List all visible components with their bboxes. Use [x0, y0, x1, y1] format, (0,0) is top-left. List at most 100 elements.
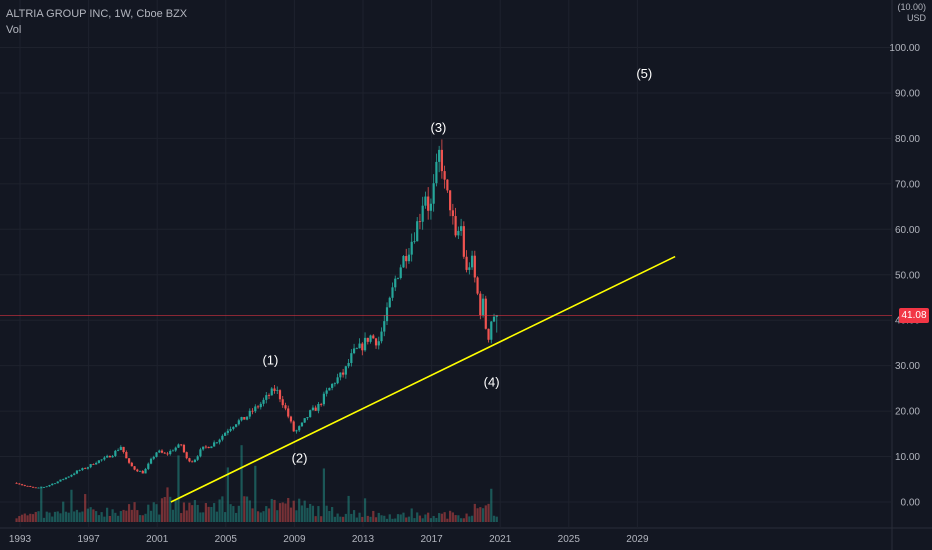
- volume-bar: [446, 518, 449, 522]
- x-tick-label: 1997: [77, 534, 100, 545]
- wave-label[interactable]: (3): [431, 120, 447, 135]
- candle-body: [490, 321, 493, 340]
- x-tick-label: 2005: [215, 534, 238, 545]
- candle-body: [424, 196, 427, 206]
- candle-body: [20, 484, 24, 486]
- volume-bar: [289, 507, 293, 522]
- volume-bar: [309, 503, 312, 522]
- volume-bar: [363, 498, 367, 522]
- candle-body: [443, 171, 446, 180]
- volume-bar: [119, 511, 122, 522]
- y-tick-label: 0.00: [901, 498, 921, 509]
- volume-bar: [138, 515, 142, 522]
- y-tick-label: 50.00: [895, 270, 920, 281]
- volume-bar: [166, 487, 169, 522]
- volume-bar: [23, 513, 26, 522]
- candle-body: [100, 459, 103, 461]
- candle-body: [111, 455, 114, 458]
- volume-bar: [37, 511, 40, 522]
- volume-bar: [240, 445, 243, 522]
- volume-bar: [405, 517, 408, 522]
- volume-bar: [78, 512, 81, 522]
- y-tick-label: 80.00: [895, 134, 920, 145]
- volume-bar: [314, 516, 317, 522]
- volume-bar: [45, 511, 48, 522]
- volume-bar: [237, 505, 240, 522]
- candle-body: [416, 221, 419, 242]
- candle-body: [232, 426, 235, 429]
- candle-body: [48, 485, 51, 487]
- wave-label[interactable]: (5): [636, 66, 652, 81]
- candle-body: [278, 390, 282, 400]
- currency-indicator[interactable]: (10.00) USD: [897, 2, 926, 24]
- volume-bar: [325, 505, 328, 522]
- candle-body: [372, 335, 375, 339]
- volume-bar: [133, 502, 136, 522]
- candle-body: [292, 421, 295, 432]
- candle-body: [377, 341, 380, 346]
- candle-body: [399, 267, 402, 278]
- trendline[interactable]: [170, 255, 676, 503]
- volume-bar: [221, 496, 224, 522]
- candle-body: [339, 372, 342, 378]
- candle-body: [251, 410, 254, 412]
- candle-body: [259, 403, 262, 408]
- volume-bar: [333, 516, 336, 522]
- candle-body: [454, 216, 457, 236]
- candle-body: [26, 485, 29, 487]
- candle-body: [108, 455, 111, 458]
- volume-bar: [125, 510, 128, 522]
- wave-label[interactable]: (1): [262, 353, 278, 368]
- candle-body: [465, 256, 468, 270]
- wave-label[interactable]: (2): [292, 450, 308, 465]
- volume-bar: [385, 518, 389, 522]
- volume-bar: [84, 494, 87, 522]
- candle-body: [213, 442, 216, 447]
- volume-bar: [438, 513, 441, 522]
- candle-body: [122, 446, 125, 453]
- symbol-legend[interactable]: ALTRIA GROUP INC, 1W, Cboe BZX: [6, 8, 188, 20]
- candle-body: [248, 410, 251, 417]
- candle-body: [435, 161, 438, 184]
- candle-body: [199, 449, 202, 457]
- candle-body: [75, 470, 79, 474]
- x-tick-label: 2021: [489, 534, 512, 545]
- x-tick-label: 2025: [558, 534, 581, 545]
- volume-bar: [352, 510, 356, 522]
- volume-bar: [70, 489, 73, 522]
- candle-body: [358, 343, 361, 349]
- candle-body: [243, 417, 246, 420]
- candle-body: [333, 383, 336, 385]
- candle-body: [169, 450, 172, 455]
- volume-bar: [374, 517, 378, 522]
- wave-label[interactable]: (4): [484, 375, 500, 390]
- candle-body: [298, 426, 301, 431]
- candle-body: [42, 487, 46, 488]
- volume-bar: [331, 507, 334, 522]
- candle-body: [215, 442, 218, 444]
- candle-body: [119, 446, 122, 451]
- volume-bar: [245, 496, 249, 522]
- volume-bar: [174, 500, 177, 522]
- candle-body: [29, 486, 32, 488]
- y-tick-label: 90.00: [895, 88, 920, 99]
- candle-body: [138, 470, 142, 472]
- candle-body: [374, 338, 378, 346]
- volume-bar: [427, 512, 430, 522]
- volume-bar: [163, 497, 166, 522]
- volume-bar: [432, 515, 435, 522]
- candle-body: [276, 390, 279, 391]
- candle-body: [262, 399, 265, 404]
- x-tick-label: 1993: [9, 534, 32, 545]
- volume-bar: [259, 512, 262, 522]
- volume-bar: [328, 510, 331, 522]
- volume-bar: [262, 511, 265, 522]
- volume-legend[interactable]: Vol: [6, 24, 22, 36]
- volume-bar: [248, 500, 251, 522]
- volume-bar: [199, 512, 202, 522]
- candle-body: [440, 149, 443, 172]
- candle-body: [270, 388, 273, 396]
- candle-body: [256, 406, 260, 408]
